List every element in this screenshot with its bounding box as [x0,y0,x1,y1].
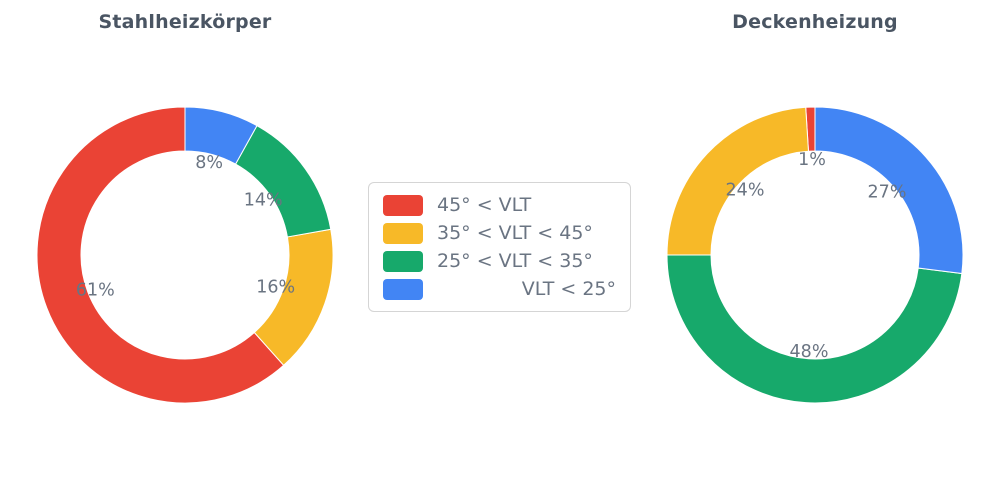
donut-slice-pct-label: 8% [195,153,223,173]
donut-slice-25-to-35 [666,254,963,404]
donut-slice-45-plus [36,106,285,404]
donut-slice-pct-label: 27% [868,183,907,203]
legend-swatch-35-to-45 [383,222,423,244]
legend-label-25-to-35: 25° < VLT < 35° [437,250,593,272]
legend-swatch-25-to-35 [383,250,423,272]
donut-slice-pct-label: 14% [244,190,283,210]
legend-swatch-under-25 [383,278,423,300]
donut-slice-pct-label: 16% [256,278,295,298]
donut-slice-25-to-35 [234,124,332,238]
donut-slice-pct-label: 48% [790,342,829,362]
legend-label-35-to-45: 35° < VLT < 45° [437,222,593,244]
donut-slice-pct-label: 61% [76,280,115,300]
donut-slice-pct-label: 24% [726,180,765,200]
donut-slice-under-25 [184,106,258,165]
legend-item-under-25: VLT < 25° [383,278,616,300]
legend-swatch-45-plus [383,194,423,216]
legend-item-25-to-35: 25° < VLT < 35° [383,250,616,272]
legend-label-45-plus: 45° < VLT [437,194,532,216]
chart-title-stahlheizkoerper: Stahlheizkörper [98,11,272,33]
donut-chart-stahlheizkoerper: 61% 16% 14% 8% [36,106,334,404]
legend-item-45-plus: 45° < VLT [383,194,616,216]
legend: 45° < VLT 35° < VLT < 45° 25° < VLT < 35° V… [368,182,631,312]
legend-item-35-to-45: 35° < VLT < 45° [383,222,616,244]
donut-slice-pct-label: 1% [798,150,826,170]
legend-label-under-25: VLT < 25° [521,278,616,300]
donut-chart-deckenheizung: 1% 24% 48% 27% [666,106,964,404]
donut-slice-under-25 [814,106,964,275]
chart-title-deckenheizung: Deckenheizung [732,11,898,33]
